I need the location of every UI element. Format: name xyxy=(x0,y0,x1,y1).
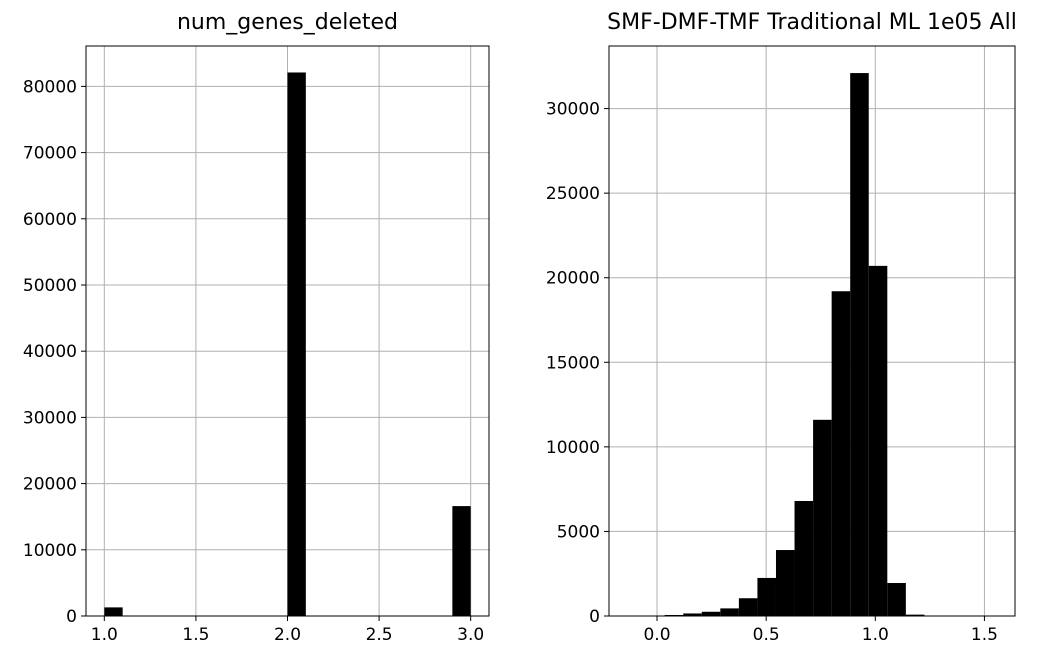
histogram-bar xyxy=(104,607,123,616)
y-tick-label: 10000 xyxy=(23,541,77,561)
y-tick-label: 20000 xyxy=(546,269,600,289)
x-tick-label: 1.0 xyxy=(862,625,889,645)
y-tick-label: 0 xyxy=(66,607,77,627)
histogram-bar xyxy=(868,265,888,616)
y-tick-label: 30000 xyxy=(546,100,600,120)
y-tick-label: 10000 xyxy=(546,438,600,458)
chart-title: num_genes_deleted xyxy=(177,10,398,35)
y-tick-label: 50000 xyxy=(23,276,77,296)
y-tick-label: 0 xyxy=(589,607,600,627)
y-tick-label: 25000 xyxy=(546,184,600,204)
y-tick-label: 80000 xyxy=(23,77,77,97)
histogram-bar xyxy=(452,506,471,616)
y-tick-label: 40000 xyxy=(23,342,77,362)
histogram-bar xyxy=(813,419,832,616)
y-tick-label: 20000 xyxy=(23,475,77,495)
x-tick-label: 0.5 xyxy=(753,625,780,645)
chart-title: SMF-DMF-TMF Traditional ML 1e05 All xyxy=(607,10,1017,35)
x-tick-label: 1.5 xyxy=(182,625,209,645)
histogram-bar xyxy=(905,614,925,616)
histogram-bar xyxy=(850,73,869,616)
histogram-bar xyxy=(720,608,739,616)
y-tick-label: 30000 xyxy=(23,408,77,428)
axes-frame xyxy=(608,45,1016,617)
x-tick-label: 0.0 xyxy=(643,625,670,645)
x-tick-label: 1.5 xyxy=(971,625,998,645)
histogram-bar xyxy=(664,614,684,616)
histogram-bar xyxy=(831,291,851,616)
x-tick-label: 1.0 xyxy=(91,625,118,645)
chart-2: 0.0 0.5 1.0 1.5 0 5000 10000 15000 20000 25000 300… xyxy=(546,10,1017,645)
histogram-bar xyxy=(757,577,776,616)
y-tick-label: 60000 xyxy=(23,210,77,230)
x-tick-label: 3.0 xyxy=(457,625,484,645)
histogram-bar xyxy=(738,598,758,616)
x-tick-label: 2.5 xyxy=(366,625,393,645)
histogram-bar xyxy=(701,611,721,616)
histogram-bar xyxy=(287,72,306,616)
histogram-bar xyxy=(794,500,814,616)
histogram-bar xyxy=(887,583,906,616)
y-tick-label: 70000 xyxy=(23,144,77,164)
histogram-bar xyxy=(775,550,795,616)
y-tick-label: 15000 xyxy=(546,353,600,373)
x-tick-label: 2.0 xyxy=(274,625,301,645)
histogram-bar xyxy=(683,613,702,616)
y-tick-label: 5000 xyxy=(557,522,600,542)
chart-1: 1.0 1.5 2.0 2.5 3.0 0 10000 20000 30000 40000 5000… xyxy=(23,10,490,645)
